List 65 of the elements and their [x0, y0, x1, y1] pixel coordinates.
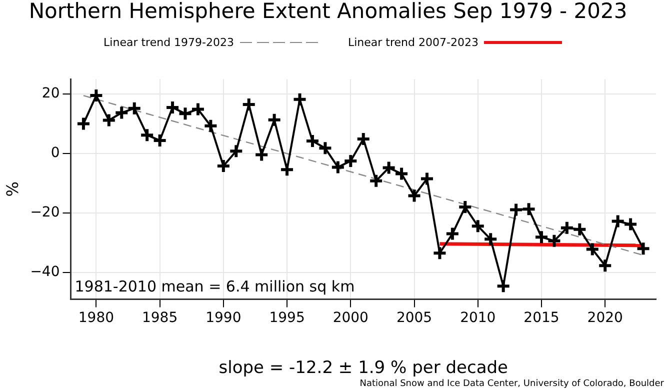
point: [216, 158, 231, 174]
point: [444, 226, 460, 242]
y-tick-label: 0: [50, 145, 60, 162]
point: [458, 200, 473, 215]
point: [203, 118, 218, 134]
x-tick-label: 2000: [332, 310, 368, 326]
x-tick-label: 1985: [142, 310, 178, 326]
y-axis-title: %: [2, 182, 22, 197]
legend-label: Linear trend 2007-2023: [348, 36, 478, 49]
x-tick-label: 2010: [460, 310, 496, 326]
x-tick-label: 2020: [587, 310, 623, 326]
point: [152, 132, 168, 148]
point: [292, 92, 308, 107]
point: [381, 160, 396, 176]
point: [584, 242, 600, 257]
point: [572, 222, 588, 237]
point: [521, 202, 536, 217]
point: [228, 144, 244, 159]
point: [343, 153, 358, 168]
y-tick-label: −20: [30, 204, 60, 221]
annotation: 1981-2010 mean = 6.4 million sq km: [74, 278, 355, 296]
point: [419, 171, 434, 186]
point: [241, 96, 256, 112]
point: [140, 128, 155, 143]
point: [304, 134, 320, 149]
point: [598, 258, 613, 274]
point: [126, 100, 142, 116]
point: [330, 160, 346, 175]
chart-title: Northern Hemisphere Extent Anomalies Sep 1979 - 2023: [28, 0, 628, 24]
x-tick-label: 2015: [524, 310, 560, 326]
point: [114, 105, 130, 120]
point: [178, 106, 193, 122]
point: [76, 116, 91, 132]
point: [496, 278, 511, 294]
point: [356, 131, 371, 146]
point: [318, 140, 333, 156]
point: [165, 100, 180, 115]
point: [368, 173, 384, 188]
point: [280, 162, 295, 178]
point: [483, 232, 498, 247]
point: [546, 233, 562, 248]
point: [508, 202, 524, 218]
point: [559, 220, 574, 236]
point: [534, 230, 549, 245]
point: [610, 214, 626, 229]
point: [470, 218, 486, 234]
x-tick-label: 1990: [206, 310, 242, 326]
point: [406, 188, 422, 204]
legend-label: Linear trend 1979-2023: [104, 36, 234, 49]
point: [88, 88, 104, 104]
point: [432, 246, 448, 261]
text: slope = -12.2 ± 1.9 % per decade: [218, 358, 508, 378]
x-tick-label: 1980: [78, 310, 114, 326]
point: [101, 112, 116, 128]
point: [254, 147, 270, 162]
y-tick-label: −40: [30, 264, 60, 280]
point: [636, 241, 651, 256]
x-tick-label: 2005: [396, 310, 432, 326]
text: National Snow and Ice Data Center, University of Colorado, Boulder: [360, 379, 664, 389]
point: [266, 112, 282, 128]
y-tick-label: 20: [42, 86, 60, 102]
x-tick-label: 1995: [269, 310, 305, 326]
point: [190, 102, 206, 117]
point: [623, 216, 638, 232]
point: [394, 166, 410, 182]
